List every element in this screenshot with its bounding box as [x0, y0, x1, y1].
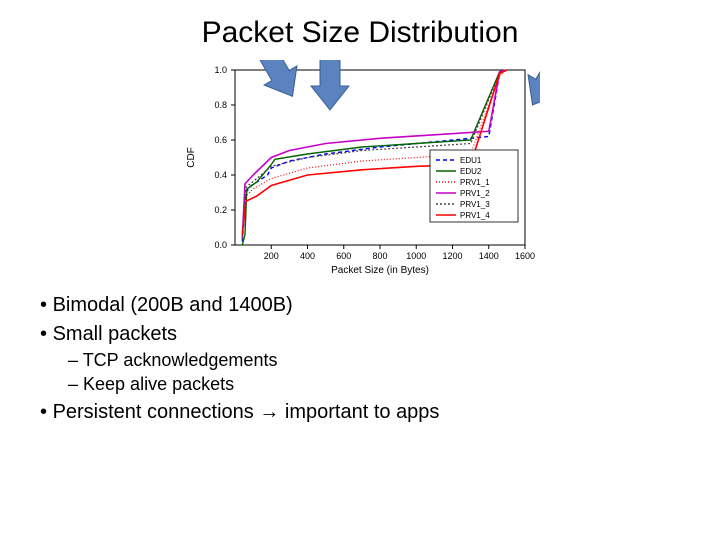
- bullet-persistent: Persistent connections → important to ap…: [40, 399, 720, 428]
- bullet-keepalive: Keep alive packets: [68, 372, 720, 396]
- svg-text:1000: 1000: [406, 251, 426, 261]
- svg-text:0.6: 0.6: [214, 135, 227, 145]
- bullet-tcp-ack: TCP acknowledgements: [68, 348, 720, 372]
- svg-text:1200: 1200: [442, 251, 462, 261]
- right-arrow-icon: →: [259, 401, 279, 423]
- svg-text:1400: 1400: [479, 251, 499, 261]
- bullet-small-packets: Small packets TCP acknowledgements Keep …: [40, 321, 720, 399]
- bullet-list: Bimodal (200B and 1400B) Small packets T…: [0, 280, 720, 428]
- svg-text:0.0: 0.0: [214, 240, 227, 250]
- svg-text:PRV1_2: PRV1_2: [460, 189, 490, 198]
- svg-text:EDU1: EDU1: [460, 156, 482, 165]
- svg-text:1600: 1600: [515, 251, 535, 261]
- svg-text:Packet Size (in Bytes): Packet Size (in Bytes): [331, 265, 429, 276]
- svg-text:PRV1_4: PRV1_4: [460, 211, 490, 220]
- chart-container: 0.0 0.2 0.4 0.6 0.8 1.0 200 400 600 800 1000 1200 14…: [0, 60, 720, 280]
- cdf-chart: 0.0 0.2 0.4 0.6 0.8 1.0 200 400 600 800 1000 1200 14…: [180, 60, 540, 280]
- svg-text:200: 200: [264, 251, 279, 261]
- svg-text:800: 800: [372, 251, 387, 261]
- svg-text:EDU2: EDU2: [460, 167, 482, 176]
- svg-text:0.8: 0.8: [214, 100, 227, 110]
- svg-text:600: 600: [336, 251, 351, 261]
- svg-text:0.4: 0.4: [214, 170, 227, 180]
- svg-text:400: 400: [300, 251, 315, 261]
- svg-text:1.0: 1.0: [214, 65, 227, 75]
- svg-text:0.2: 0.2: [214, 205, 227, 215]
- bullet-bimodal: Bimodal (200B and 1400B): [40, 292, 720, 321]
- svg-text:PRV1_1: PRV1_1: [460, 178, 490, 187]
- slide-title: Packet Size Distribution: [0, 0, 720, 60]
- svg-text:PRV1_3: PRV1_3: [460, 200, 490, 209]
- svg-text:CDF: CDF: [186, 147, 197, 168]
